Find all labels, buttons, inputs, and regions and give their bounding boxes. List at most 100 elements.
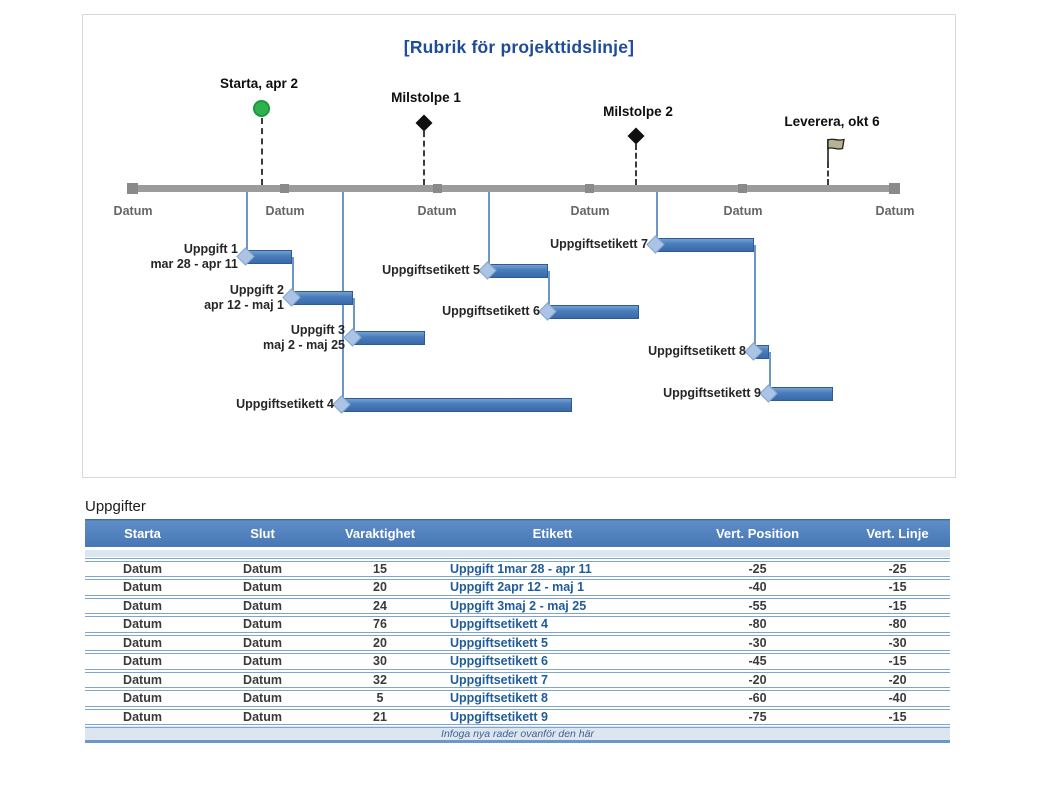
cell-etikett[interactable]: Uppgiftsetikett 7 bbox=[435, 668, 670, 689]
cell-starta[interactable]: Datum bbox=[85, 650, 200, 671]
timeline-tick bbox=[280, 184, 289, 193]
cell-varaktighet[interactable]: 21 bbox=[325, 705, 435, 726]
cell-slut[interactable]: Datum bbox=[200, 650, 325, 671]
cell-etikett[interactable]: Uppgiftsetikett 5 bbox=[435, 631, 670, 652]
chart-title[interactable]: [Rubrik för projekttidslinje] bbox=[403, 37, 635, 57]
cell-varaktighet[interactable]: 30 bbox=[325, 650, 435, 671]
cell-varaktighet[interactable]: 24 bbox=[325, 594, 435, 615]
cell-vert-linje[interactable]: -20 bbox=[845, 668, 950, 689]
cell-vert-position[interactable]: -60 bbox=[670, 687, 845, 708]
task-connector bbox=[488, 192, 490, 271]
cell-etikett[interactable]: Uppgiftsetikett 6 bbox=[435, 650, 670, 671]
cell-starta[interactable]: Datum bbox=[85, 557, 200, 578]
milestone-label: Leverera, okt 6 bbox=[784, 114, 880, 129]
cell-vert-linje[interactable]: -25 bbox=[845, 557, 950, 578]
cell-varaktighet[interactable]: 15 bbox=[325, 557, 435, 578]
cell-vert-position[interactable]: -25 bbox=[670, 557, 845, 578]
cell-starta[interactable]: Datum bbox=[85, 705, 200, 726]
cell-slut[interactable]: Datum bbox=[200, 687, 325, 708]
insert-row-hint-row: Infoga nya rader ovanför den här bbox=[85, 724, 950, 743]
task-connector bbox=[769, 352, 771, 394]
table-row: Datum Datum 20 Uppgift 2apr 12 - maj 1 -40 -1… bbox=[85, 576, 950, 597]
cell-etikett[interactable]: Uppgift 3maj 2 - maj 25 bbox=[435, 594, 670, 615]
table-row: Datum Datum 5 Uppgiftsetikett 8 -60 -40 bbox=[85, 687, 950, 708]
table-title: Uppgifter bbox=[85, 498, 146, 515]
axis-label-datum: Datum bbox=[570, 204, 610, 218]
cell-varaktighet[interactable]: 76 bbox=[325, 613, 435, 634]
cell-vert-position[interactable]: -75 bbox=[670, 705, 845, 726]
timeline-tick bbox=[889, 183, 900, 194]
column-header-etikett[interactable]: Etikett bbox=[435, 519, 670, 547]
task-connector bbox=[246, 192, 248, 257]
axis-label-datum: Datum bbox=[265, 204, 305, 218]
task-bar bbox=[292, 291, 353, 305]
cell-starta[interactable]: Datum bbox=[85, 613, 200, 634]
cell-vert-position[interactable]: -45 bbox=[670, 650, 845, 671]
axis-label-datum: Datum bbox=[417, 204, 457, 218]
column-header-varaktighet[interactable]: Varaktighet bbox=[325, 519, 435, 547]
insert-row-hint[interactable]: Infoga nya rader ovanför den här bbox=[85, 724, 950, 743]
cell-vert-linje[interactable]: -30 bbox=[845, 631, 950, 652]
cell-slut[interactable]: Datum bbox=[200, 576, 325, 597]
axis-label-datum: Datum bbox=[113, 204, 153, 218]
spacer-row bbox=[85, 546, 950, 560]
milestone-stem bbox=[827, 162, 829, 185]
cell-vert-position[interactable]: -20 bbox=[670, 668, 845, 689]
timeline-chart[interactable]: [Rubrik för projekttidslinje] Starta, ap… bbox=[82, 14, 956, 478]
task-label: Uppgiftsetikett 7 bbox=[550, 237, 648, 251]
cell-vert-linje[interactable]: -15 bbox=[845, 594, 950, 615]
axis-label-datum: Datum bbox=[723, 204, 763, 218]
column-header-vert-linje[interactable]: Vert. Linje bbox=[845, 519, 950, 547]
milestone-stem bbox=[423, 131, 425, 185]
task-label: Uppgiftsetikett 8 bbox=[648, 344, 746, 358]
cell-etikett[interactable]: Uppgiftsetikett 8 bbox=[435, 687, 670, 708]
task-label: Uppgiftsetikett 4 bbox=[236, 397, 334, 411]
cell-slut[interactable]: Datum bbox=[200, 557, 325, 578]
cell-starta[interactable]: Datum bbox=[85, 668, 200, 689]
cell-etikett[interactable]: Uppgift 2apr 12 - maj 1 bbox=[435, 576, 670, 597]
table-row: Datum Datum 30 Uppgiftsetikett 6 -45 -15 bbox=[85, 650, 950, 671]
cell-etikett[interactable]: Uppgiftsetikett 4 bbox=[435, 613, 670, 634]
column-header-vert-position[interactable]: Vert. Position bbox=[670, 519, 845, 547]
cell-vert-linje[interactable]: -15 bbox=[845, 576, 950, 597]
cell-vert-linje[interactable]: -40 bbox=[845, 687, 950, 708]
cell-starta[interactable]: Datum bbox=[85, 631, 200, 652]
cell-vert-position[interactable]: -30 bbox=[670, 631, 845, 652]
cell-slut[interactable]: Datum bbox=[200, 631, 325, 652]
deliver-flag-icon bbox=[827, 138, 845, 162]
task-label: Uppgiftsetikett 5 bbox=[382, 263, 480, 277]
table-row: Datum Datum 76 Uppgiftsetikett 4 -80 -80 bbox=[85, 613, 950, 634]
cell-varaktighet[interactable]: 20 bbox=[325, 576, 435, 597]
task-bar bbox=[548, 305, 639, 319]
cell-varaktighet[interactable]: 20 bbox=[325, 631, 435, 652]
table-row: Datum Datum 21 Uppgiftsetikett 9 -75 -15 bbox=[85, 705, 950, 726]
timeline-tick bbox=[433, 184, 442, 193]
milestone-label: Milstolpe 1 bbox=[391, 90, 461, 105]
task-label: Uppgift 1 mar 28 - apr 11 bbox=[150, 242, 238, 271]
cell-slut[interactable]: Datum bbox=[200, 705, 325, 726]
cell-varaktighet[interactable]: 5 bbox=[325, 687, 435, 708]
cell-vert-linje[interactable]: -15 bbox=[845, 705, 950, 726]
task-bar bbox=[656, 238, 754, 252]
cell-etikett[interactable]: Uppgiftsetikett 9 bbox=[435, 705, 670, 726]
task-label: Uppgiftsetikett 9 bbox=[663, 386, 761, 400]
cell-starta[interactable]: Datum bbox=[85, 576, 200, 597]
cell-vert-position[interactable]: -80 bbox=[670, 613, 845, 634]
cell-vert-linje[interactable]: -15 bbox=[845, 650, 950, 671]
cell-varaktighet[interactable]: 32 bbox=[325, 668, 435, 689]
cell-slut[interactable]: Datum bbox=[200, 613, 325, 634]
timeline-axis bbox=[129, 185, 895, 192]
cell-slut[interactable]: Datum bbox=[200, 668, 325, 689]
task-bar bbox=[488, 264, 548, 278]
cell-starta[interactable]: Datum bbox=[85, 687, 200, 708]
column-header-slut[interactable]: Slut bbox=[200, 519, 325, 547]
cell-vert-position[interactable]: -40 bbox=[670, 576, 845, 597]
column-header-starta[interactable]: Starta bbox=[85, 519, 200, 547]
cell-vert-position[interactable]: -55 bbox=[670, 594, 845, 615]
cell-etikett[interactable]: Uppgift 1mar 28 - apr 11 bbox=[435, 557, 670, 578]
milestone-label: Milstolpe 2 bbox=[603, 104, 673, 119]
cell-vert-linje[interactable]: -80 bbox=[845, 613, 950, 634]
cell-starta[interactable]: Datum bbox=[85, 594, 200, 615]
cell-slut[interactable]: Datum bbox=[200, 594, 325, 615]
